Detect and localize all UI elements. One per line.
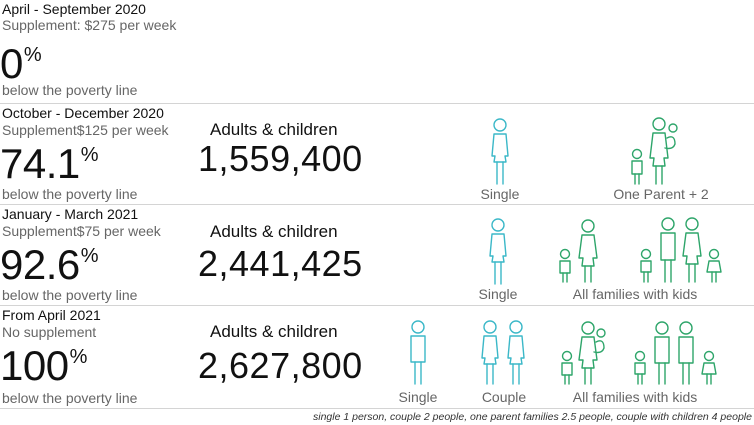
one-parent-family-icon	[561, 321, 606, 385]
row3-group-family-label: All families with kids	[572, 286, 698, 302]
row-separator	[0, 103, 754, 104]
row2-count: 1,559,400	[198, 138, 363, 179]
row-separator	[0, 204, 754, 205]
row2-group-family-label: One Parent + 2	[613, 186, 709, 202]
row4-group-single-label: Single	[398, 389, 438, 405]
one-parent-family-icon	[559, 219, 598, 283]
single-man-icon	[410, 320, 426, 385]
footnote: single 1 person, couple 2 people, one pa…	[313, 411, 752, 423]
row1-below-label: below the poverty line	[2, 82, 138, 98]
row3-count: 2,441,425	[198, 243, 363, 284]
row2-supplement: Supplement$125 per week	[2, 122, 169, 138]
row4-group-family-label: All families with kids	[572, 389, 698, 405]
single-woman-icon	[491, 118, 509, 185]
row3-group-single-label: Single	[478, 286, 518, 302]
couple-with-children-icon	[640, 217, 722, 283]
couple-with-children-icon	[634, 321, 717, 385]
row2-count-header: Adults & children	[210, 120, 338, 139]
row1-supplement: Supplement: $275 per week	[2, 17, 177, 33]
couple-icon	[481, 320, 525, 385]
row-separator	[0, 408, 754, 409]
row4-below-label: below the poverty line	[2, 390, 138, 406]
row1-percent: 0%	[0, 40, 42, 87]
row3-count-header: Adults & children	[210, 222, 338, 241]
row2-below-label: below the poverty line	[2, 186, 138, 202]
single-woman-icon	[489, 218, 507, 285]
row-separator	[0, 305, 754, 306]
row4-count-header: Adults & children	[210, 322, 338, 341]
row4-count: 2,627,800	[198, 345, 363, 386]
row4-group-couple-label: Couple	[481, 389, 527, 405]
row3-below-label: below the poverty line	[2, 287, 138, 303]
row4-supplement: No supplement	[2, 324, 97, 340]
row2-period: October - December 2020	[2, 105, 164, 121]
row1-period: April - September 2020	[2, 1, 146, 17]
row4-percent: 100%	[0, 342, 87, 389]
row2-percent: 74.1%	[0, 140, 99, 187]
row4-period: From April 2021	[2, 307, 101, 323]
one-parent-family-icon	[631, 117, 678, 185]
row2-group-single-label: Single	[480, 186, 520, 202]
row3-period: January - March 2021	[2, 206, 139, 222]
row3-percent: 92.6%	[0, 241, 99, 288]
row3-supplement: Supplement$75 per week	[2, 223, 161, 239]
